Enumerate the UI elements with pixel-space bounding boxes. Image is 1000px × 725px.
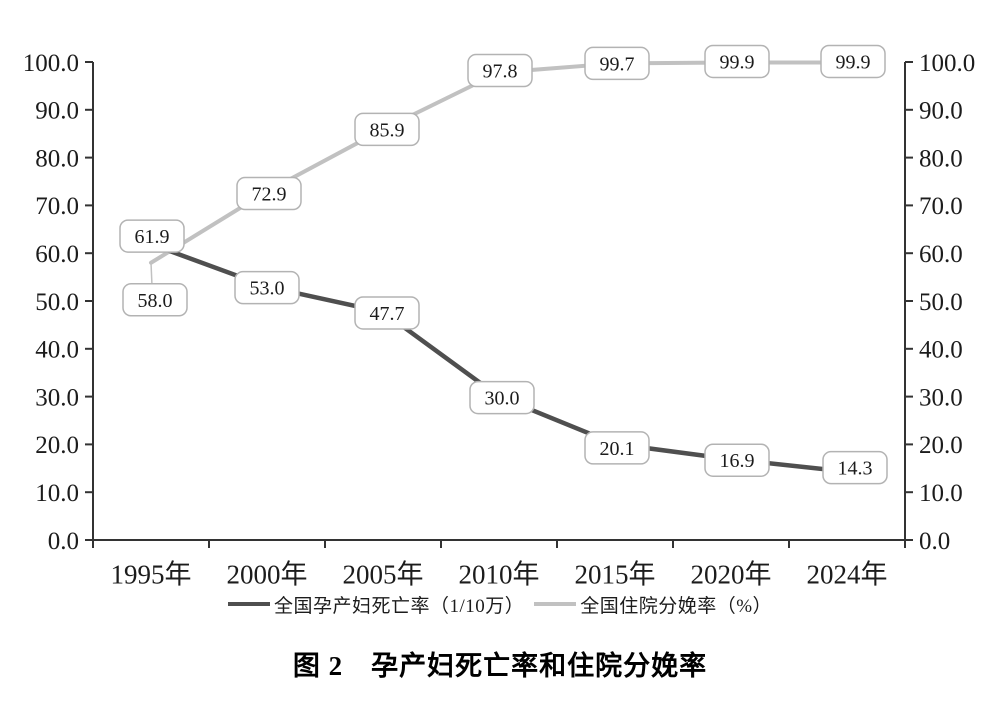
y-tick-label-left: 40.0 [35, 337, 79, 364]
legend-line-swatch [534, 602, 577, 606]
data-label-box [354, 112, 420, 147]
figure-caption: 图 2 孕产妇死亡率和住院分娩率 [292, 651, 708, 681]
data-label-box [584, 431, 650, 465]
data-label: 99.9 [820, 44, 886, 79]
x-tick-label: 2020年 [691, 559, 772, 586]
data-label-box [704, 443, 770, 477]
y-tick-label-left: 80.0 [35, 145, 79, 172]
data-label-box [234, 270, 300, 305]
x-tick-label: 2000年 [227, 559, 308, 586]
y-tick-label-left: 100.0 [23, 50, 79, 77]
data-label: 30.0 [469, 380, 535, 415]
data-label-text: 97.8 [483, 61, 518, 83]
data-label-text: 99.7 [600, 53, 635, 75]
series-line-0 [149, 60, 849, 265]
y-tick-label-left: 70.0 [35, 193, 79, 220]
data-label: 99.7 [584, 46, 650, 81]
axes [85, 61, 913, 548]
data-label: 16.9 [704, 443, 770, 477]
y-tick-label-left: 10.0 [35, 480, 79, 507]
data-label-text: 61.9 [135, 226, 170, 248]
data-label-text: 30.0 [485, 388, 520, 410]
x-tick-label: 2010年 [459, 559, 540, 586]
x-tick-label: 2015年 [575, 559, 656, 586]
data-label-text: 16.9 [720, 450, 755, 472]
x-tick-label: 2024年 [807, 559, 888, 586]
y-tick-label-left: 0.0 [48, 528, 79, 555]
y-tick-label-right: 70.0 [919, 193, 963, 220]
data-label: 14.3 [822, 450, 888, 485]
chart-canvas: 0.0 0.0 10.0 10.0 20.0 20.0 30.0 30.0 40.0 40.0 50… [23, 44, 976, 586]
x-tick-label: 2005年 [343, 559, 424, 586]
data-label: 61.9 [119, 219, 185, 253]
y-tick-label-right: 20.0 [919, 432, 963, 459]
y-tick-label-left: 50.0 [35, 289, 79, 316]
x-tick-label: 1995年 [111, 559, 192, 586]
data-label: 20.1 [584, 431, 650, 465]
legend-item: 全国孕产妇死亡率（1/10万） [227, 591, 525, 618]
data-label-box [704, 44, 770, 79]
data-label: 58.0 [122, 283, 188, 317]
y-tick-label-left: 90.0 [35, 98, 79, 125]
data-label-text: 14.3 [838, 458, 873, 480]
data-label: 47.7 [354, 296, 420, 330]
data-label-text: 58.0 [138, 290, 173, 312]
y-tick-label-right: 30.0 [919, 384, 963, 411]
legend-line-swatch [227, 602, 270, 606]
data-label-text: 47.7 [370, 303, 405, 325]
y-tick-label-left: 30.0 [35, 384, 79, 411]
data-label-text: 85.9 [370, 119, 405, 141]
y-tick-label-right: 40.0 [919, 337, 963, 364]
data-label: 53.0 [234, 270, 300, 305]
y-tick-labels: 0.0 0.0 10.0 10.0 20.0 20.0 30.0 30.0 40.0 40.0 50… [23, 50, 976, 555]
data-label-text: 99.9 [720, 51, 755, 73]
data-label-box [122, 283, 188, 317]
data-label-box [584, 46, 650, 81]
y-tick-label-right: 60.0 [919, 241, 963, 268]
legend-item: 全国住院分娩率（%） [534, 591, 772, 618]
legend: 全国孕产妇死亡率（1/10万） 全国住院分娩率（%） [0, 588, 1000, 620]
data-label-text: 72.9 [252, 184, 287, 206]
y-tick-label-right: 10.0 [919, 480, 963, 507]
y-tick-label-right: 0.0 [919, 528, 950, 555]
y-tick-label-right: 90.0 [919, 98, 963, 125]
label-leader-line [150, 262, 153, 286]
data-label-box [467, 53, 533, 88]
legend-label: 全国住院分娩率（%） [580, 595, 773, 617]
y-tick-label-right: 50.0 [919, 289, 963, 316]
data-label-box [822, 450, 888, 485]
data-label-text: 53.0 [250, 278, 285, 300]
data-label-box [236, 176, 302, 211]
data-label-text: 20.1 [600, 438, 635, 460]
data-label-box [119, 219, 185, 253]
data-label: 97.8 [467, 53, 533, 88]
y-tick-label-right: 80.0 [919, 145, 963, 172]
x-tick-labels: 1995年 2000年 2005年 2010年 2015年 2020年 2024年 [111, 559, 888, 586]
data-label-box [820, 44, 886, 79]
y-tick-label-left: 60.0 [35, 241, 79, 268]
data-label: 72.9 [236, 176, 302, 211]
data-label: 85.9 [354, 112, 420, 147]
legend-label: 全国孕产妇死亡率（1/10万） [273, 595, 525, 617]
data-label-text: 99.9 [836, 51, 871, 73]
data-label-box [469, 380, 535, 415]
data-label-box [354, 296, 420, 330]
y-tick-label-right: 100.0 [919, 50, 975, 77]
y-tick-label-left: 20.0 [35, 432, 79, 459]
data-label: 99.9 [704, 44, 770, 79]
